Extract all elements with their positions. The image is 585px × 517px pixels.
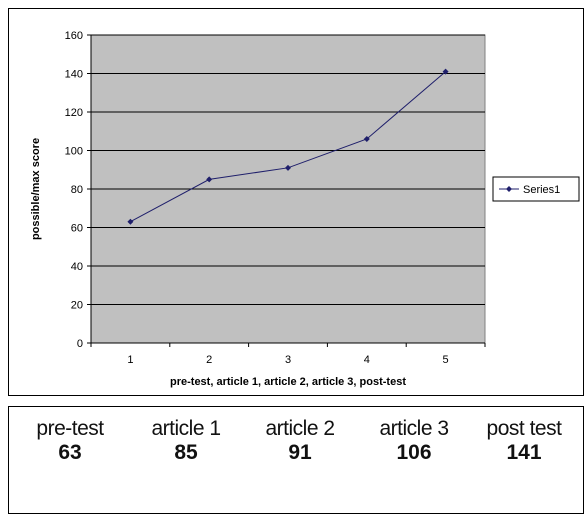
score-label: post test [486, 417, 562, 440]
score-value: 106 [396, 441, 432, 464]
x-tick-label: 3 [285, 354, 291, 366]
score-column: article 2 91 [245, 417, 355, 465]
score-value: 141 [506, 441, 542, 464]
data-point [285, 164, 291, 171]
score-label: article 2 [265, 417, 335, 440]
score-column: article 1 85 [131, 417, 241, 465]
data-point [206, 176, 213, 183]
score-column: post test 141 [469, 417, 579, 465]
line-chart: 0 20 40 60 80 100 120 140 160 1 2 3 4 5 pre-test, arti… [30, 30, 580, 388]
y-tick-label: 20 [71, 300, 83, 312]
score-label: pre-test [36, 417, 104, 440]
data-point [442, 68, 449, 75]
score-value: 91 [288, 441, 312, 464]
chart-area: 0 20 40 60 80 100 120 140 160 1 2 3 4 5 pre-test, arti… [8, 8, 584, 396]
y-tick-label: 140 [65, 69, 83, 81]
legend-marker [506, 186, 512, 192]
y-tick-label: 100 [65, 146, 83, 158]
x-tick-label: 1 [127, 354, 133, 366]
y-tick-label: 60 [71, 223, 83, 235]
score-value: 85 [174, 441, 198, 464]
x-tick-label: 5 [443, 354, 449, 366]
x-tick-label: 2 [206, 354, 212, 366]
x-axis-title: pre-test, article 1, article 2, article … [170, 376, 406, 388]
y-tick-label: 80 [71, 184, 83, 196]
legend-label: Series1 [523, 184, 560, 196]
score-label: article 3 [379, 417, 449, 440]
y-tick-label: 0 [77, 338, 83, 350]
score-table: pre-test 63 article 1 85 article 2 91 ar… [8, 406, 584, 514]
x-tick-label: 4 [364, 354, 370, 366]
y-tick-label: 120 [65, 107, 83, 119]
data-point [363, 135, 370, 142]
y-axis-title: possible/max score [30, 138, 42, 240]
y-tick-label: 160 [65, 30, 83, 42]
score-value: 63 [58, 441, 82, 464]
score-column: pre-test 63 [15, 417, 125, 465]
score-label: article 1 [151, 417, 221, 440]
y-tick-label: 40 [71, 261, 83, 273]
score-column: article 3 106 [359, 417, 469, 465]
